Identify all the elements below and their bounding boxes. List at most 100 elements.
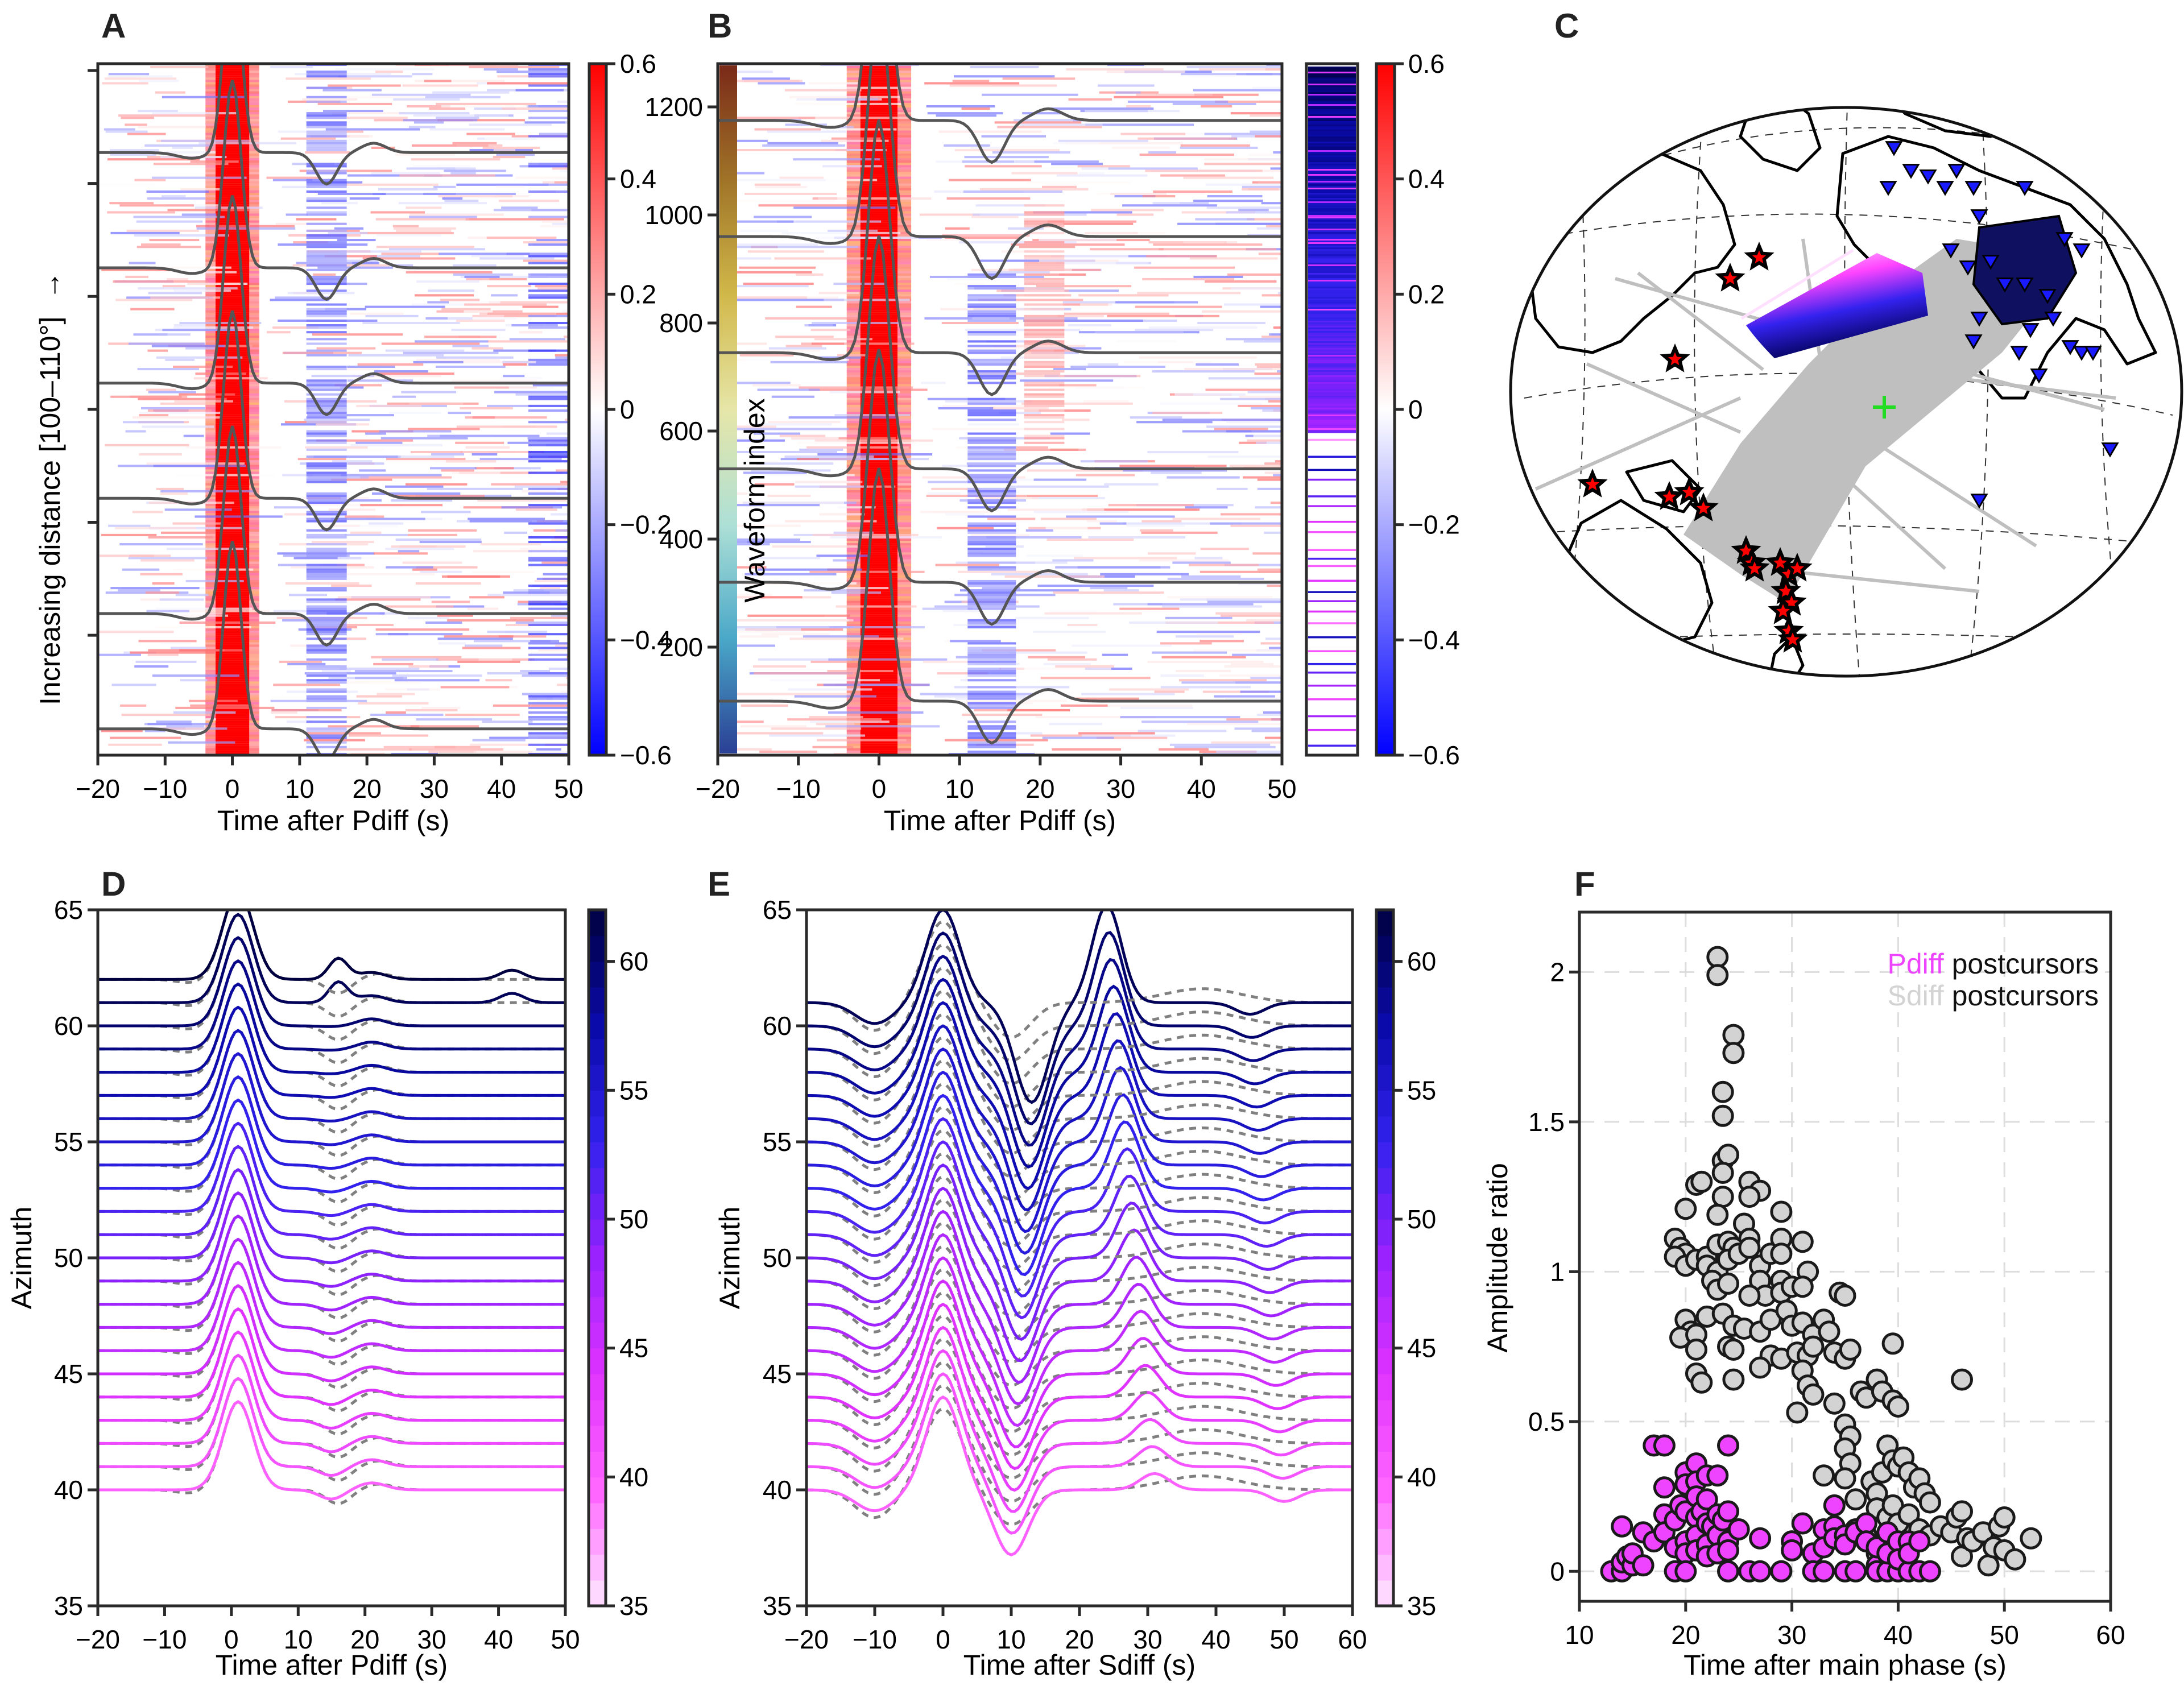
heat-row-cell <box>860 716 898 719</box>
heat-postcursor <box>306 520 347 523</box>
heat-noise <box>833 559 860 562</box>
azimuth-strip-line <box>1308 389 1356 391</box>
azimuth-strip-line <box>1308 96 1356 98</box>
heat-postcursor <box>967 481 1016 483</box>
heat-secondary <box>1024 365 1065 368</box>
heat-noise <box>1208 377 1282 380</box>
heat-secondary <box>1024 289 1065 292</box>
heat-noise <box>494 467 541 470</box>
heat-row-cell <box>216 566 250 569</box>
heat-noise <box>377 693 415 695</box>
sdiff-point <box>1791 1275 1814 1298</box>
heat-noise <box>1080 460 1148 463</box>
heat-noise <box>355 441 403 444</box>
heat-noise <box>286 720 313 723</box>
heat-postcursor <box>967 605 1016 608</box>
colorbar-segment <box>589 1580 606 1606</box>
heat-noise <box>444 200 479 202</box>
azimuth-strip-line <box>1308 222 1356 224</box>
heat-noise <box>1214 428 1268 430</box>
heat-postcursor <box>306 607 347 610</box>
heat-noise <box>721 179 826 181</box>
heat-noise <box>414 294 474 297</box>
heat-late-energy <box>528 296 569 299</box>
heat-noise <box>104 444 189 446</box>
heat-postcursor <box>306 409 347 412</box>
heat-noise <box>789 637 904 640</box>
observed-trace-az-43 <box>806 1326 1352 1492</box>
heat-noise <box>386 458 466 461</box>
heat-row-cell <box>216 289 250 292</box>
heat-row-cell <box>860 561 898 565</box>
colorbar-segment <box>589 1297 606 1323</box>
heat-secondary <box>1024 354 1065 357</box>
heat-noise <box>1251 730 1282 732</box>
heat-row-cell <box>216 616 250 620</box>
y-tick-label: 50 <box>763 1243 792 1273</box>
heat-late-energy <box>528 658 569 661</box>
heat-noise <box>1200 548 1249 550</box>
heat-row-cell <box>860 248 898 251</box>
azimuth-strip-line <box>1308 232 1356 234</box>
heat-row-cell <box>216 736 250 740</box>
heat-noise <box>926 105 995 108</box>
heat-noise <box>147 349 168 352</box>
heat-row-cell <box>216 308 250 311</box>
colorbar-tick-label: 35 <box>619 1591 648 1621</box>
heat-noise <box>166 548 247 550</box>
heat-noise <box>1201 105 1232 108</box>
sdiff-point <box>1690 1170 1713 1193</box>
station-marker <box>2021 323 2040 338</box>
heat-noise <box>175 706 275 709</box>
heat-late-energy <box>528 471 569 474</box>
synthetic-trace <box>98 1145 565 1250</box>
azimuth-strip-line <box>1308 420 1356 422</box>
x-tick-label: 10 <box>945 774 974 803</box>
heat-noise <box>385 485 444 488</box>
azimuth-strip-line <box>1308 394 1356 396</box>
panel-b-ylabel: Waveform index <box>739 398 771 602</box>
heat-row-cell <box>216 294 250 297</box>
heat-noise <box>487 672 567 675</box>
stack-trace-line <box>98 310 569 532</box>
heat-row-cell <box>860 365 898 368</box>
heat-noise <box>409 748 504 751</box>
heat-noise <box>138 126 206 129</box>
heat-row-cell <box>860 506 898 509</box>
heat-row-cell <box>860 465 898 467</box>
heat-noise <box>173 568 254 571</box>
heat-row-cell <box>860 616 898 620</box>
colorbar-tick-label: 45 <box>1407 1333 1436 1363</box>
azimuth-strip-line <box>1308 357 1356 359</box>
heat-noise <box>1138 137 1237 140</box>
heat-noise <box>1177 222 1282 225</box>
heat-noise <box>159 598 204 601</box>
heat-row-cell <box>216 130 250 134</box>
heat-noise <box>480 543 541 546</box>
heat-row-cell <box>860 255 898 258</box>
heat-row-cell <box>860 375 898 378</box>
heat-noise <box>833 283 884 285</box>
heat-noise <box>360 504 443 507</box>
y-tick-label: 60 <box>54 1011 83 1041</box>
heat-postcursor <box>306 132 347 135</box>
heat-noise <box>767 130 846 133</box>
heat-noise <box>467 607 498 610</box>
colorbar-segment <box>589 1399 606 1426</box>
panel-f-x-axis: 10 20 30 40 50 60 <box>1565 1601 2125 1650</box>
heat-row-cell <box>216 483 250 486</box>
heat-row-cell <box>216 303 250 307</box>
heat-noise <box>921 382 946 384</box>
heat-postcursor <box>306 386 347 389</box>
heat-noise <box>1106 704 1193 707</box>
heat-noise <box>1107 314 1220 317</box>
heat-postcursor <box>967 331 1016 334</box>
azimuth-strip-line <box>1308 346 1356 349</box>
heat-late-energy <box>528 633 569 636</box>
heat-noise <box>795 485 868 488</box>
heat-row-cell <box>860 400 898 403</box>
heat-noise <box>270 299 329 301</box>
colorbar-tick-label: −0.4 <box>1408 625 1460 655</box>
heat-late-energy <box>528 404 569 407</box>
heat-postcursor <box>306 264 347 267</box>
